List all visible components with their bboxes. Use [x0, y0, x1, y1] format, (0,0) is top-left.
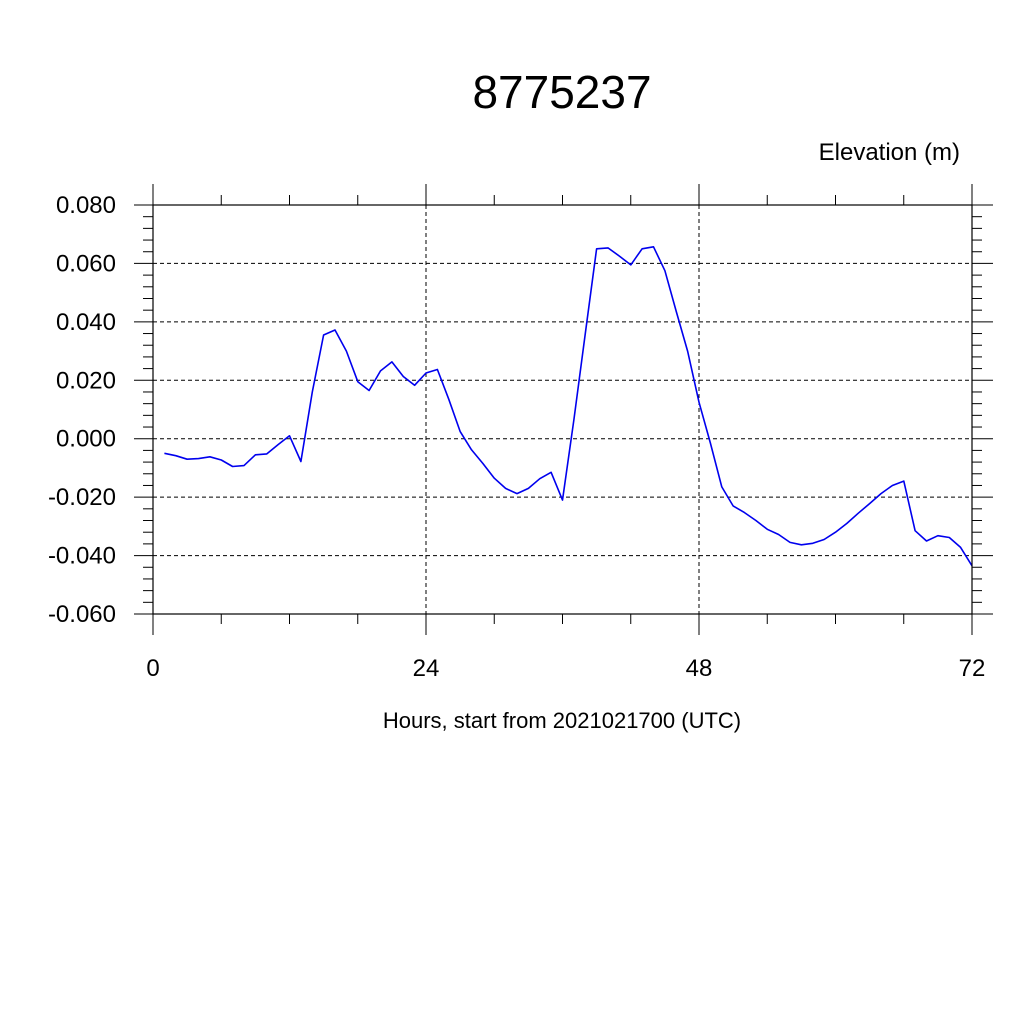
axis-ticks — [134, 184, 993, 635]
y-axis-label: Elevation (m) — [818, 139, 960, 166]
series-line — [164, 246, 973, 567]
grid-lines — [152, 204, 973, 615]
y-tick-label: 0.020 — [56, 367, 116, 394]
chart-title: 8775237 — [472, 66, 652, 118]
x-tick-label: 48 — [686, 655, 713, 682]
y-tick-label: 0.080 — [56, 192, 116, 219]
y-tick-label: -0.040 — [48, 543, 116, 570]
plot-frame — [152, 204, 973, 615]
y-tick-label: 0.060 — [56, 250, 116, 277]
data-series — [164, 246, 973, 567]
x-tick-label: 0 — [146, 655, 159, 682]
x-tick-label: 24 — [413, 655, 440, 682]
x-tick-label: 72 — [959, 655, 986, 682]
y-tick-label: -0.020 — [48, 484, 116, 511]
y-tick-label: 0.040 — [56, 309, 116, 336]
tick-labels: -0.060 -0.040 -0.020 0.000 0.020 0.040 0.060 0.… — [48, 192, 985, 682]
x-axis-label: Hours, start from 2021021700 (UTC) — [382, 708, 742, 733]
y-tick-label: -0.060 — [48, 601, 116, 628]
y-tick-label: 0.000 — [56, 426, 116, 453]
